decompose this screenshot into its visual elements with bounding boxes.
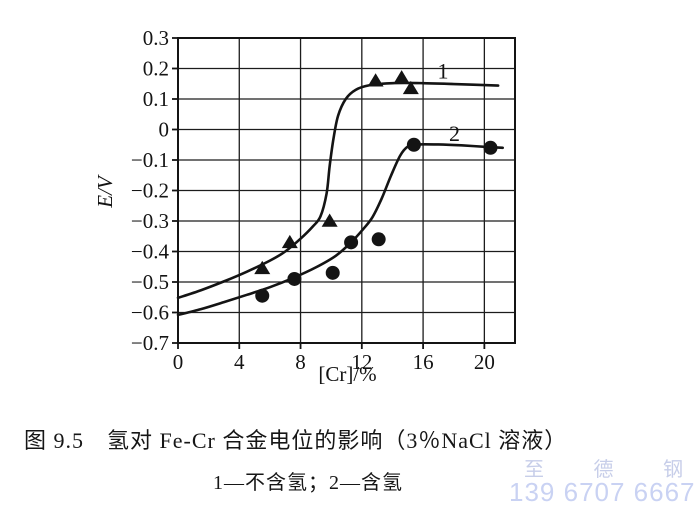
y-axis-label: E/V <box>93 174 117 209</box>
series-2-curve <box>176 142 505 317</box>
y-tick-label: −0.3 <box>131 209 169 233</box>
x-axis-label: [Cr]/% <box>318 362 376 386</box>
y-tick-label: 0.2 <box>143 57 169 81</box>
series-2-circle-marker <box>325 265 340 280</box>
figure-series-legend: 1—不含氢；2—含氢 <box>213 472 403 494</box>
series-1-triangle-marker <box>321 213 338 227</box>
series-1-triangle-marker <box>367 73 384 87</box>
series-2-circle-marker <box>406 137 421 152</box>
y-tick-label: −0.1 <box>131 148 169 172</box>
y-tick-label: −0.5 <box>131 270 169 294</box>
x-tick-label: 16 <box>413 350 434 374</box>
x-tick-label: 8 <box>295 350 306 374</box>
series-2-circle-marker <box>287 271 302 286</box>
series-2-circle-marker <box>483 140 498 155</box>
series-2-circle-marker <box>371 232 386 247</box>
y-tick-label: −0.7 <box>131 331 169 355</box>
y-tick-label: −0.6 <box>131 301 169 325</box>
series-1-triangle-marker <box>281 234 298 249</box>
series-2-circle-marker <box>344 235 359 250</box>
x-tick-label: 0 <box>173 350 184 374</box>
watermark-phone-number: 139 6707 6667 <box>509 477 696 507</box>
series-1-curve-label: 1 <box>438 59 449 84</box>
series-1-triangle-marker <box>393 70 410 84</box>
series-1-triangle-marker <box>254 260 271 275</box>
figure-caption: 图 9.5 氢对 Fe-Cr 合金电位的影响（3％NaCl 溶液） <box>24 428 568 453</box>
y-tick-label: 0.3 <box>143 26 169 50</box>
watermark-company-name: 至 德 钢 业 <box>524 459 700 481</box>
y-tick-label: −0.4 <box>131 240 170 264</box>
x-tick-label: 20 <box>474 350 495 374</box>
series-1-triangle-marker <box>402 80 419 95</box>
series-1-curve <box>176 81 500 300</box>
y-tick-label: 0.1 <box>143 87 169 111</box>
x-tick-label: 12 <box>351 350 372 374</box>
series-2-circle-marker <box>255 288 270 303</box>
y-tick-label: −0.2 <box>131 179 169 203</box>
x-tick-label: 4 <box>234 350 245 374</box>
y-tick-label: 0 <box>159 118 170 142</box>
potential-vs-chromium-chart: 0 4 8 12 16 200.30.20.10−0.1−0.2−0.3−0.4−0.5−… <box>93 26 516 386</box>
series-2-curve-label: 2 <box>449 121 460 146</box>
